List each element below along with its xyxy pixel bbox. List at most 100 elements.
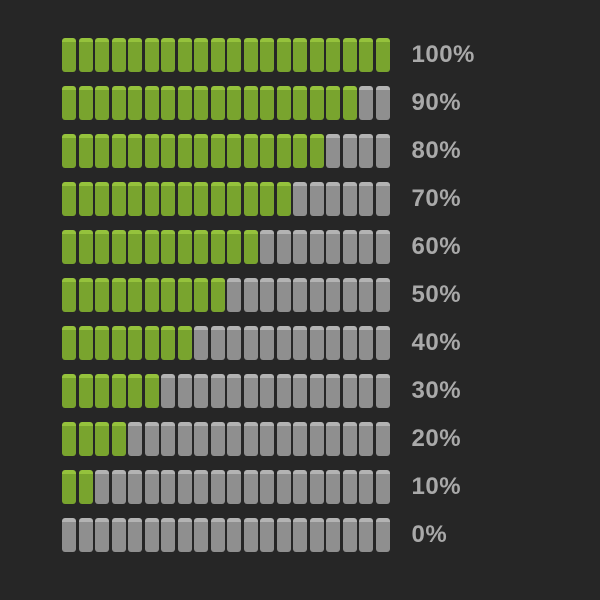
segment-empty [359, 134, 373, 168]
segment-filled [310, 86, 324, 120]
progress-row-60: 60% [62, 230, 600, 264]
segment-empty [260, 422, 274, 456]
segment-empty [244, 374, 258, 408]
segment-empty [178, 374, 192, 408]
progress-row-0: 0% [62, 518, 600, 552]
segment-filled [260, 134, 274, 168]
segment-empty [211, 422, 225, 456]
segment-filled [227, 86, 241, 120]
progress-label: 10% [412, 473, 492, 501]
segment-empty [310, 230, 324, 264]
segment-empty [310, 518, 324, 552]
segment-filled [62, 38, 76, 72]
segment-filled [112, 230, 126, 264]
segment-filled [293, 134, 307, 168]
segment-filled [277, 134, 291, 168]
segment-empty [161, 518, 175, 552]
progress-row-30: 30% [62, 374, 600, 408]
segment-filled [244, 182, 258, 216]
segment-filled [178, 182, 192, 216]
segment-filled [95, 38, 109, 72]
segment-empty [277, 326, 291, 360]
segment-empty [211, 326, 225, 360]
segment-empty [211, 518, 225, 552]
segment-empty [227, 326, 241, 360]
segment-filled [95, 278, 109, 312]
segment-empty [326, 326, 340, 360]
progress-label: 20% [412, 425, 492, 453]
segment-filled [178, 134, 192, 168]
progress-label: 90% [412, 89, 492, 117]
progress-label: 40% [412, 329, 492, 357]
segment-filled [260, 86, 274, 120]
segment-filled [145, 86, 159, 120]
segment-empty [359, 86, 373, 120]
segment-empty [376, 230, 390, 264]
segment-empty [326, 278, 340, 312]
segment-empty [145, 422, 159, 456]
segment-filled [194, 86, 208, 120]
segment-filled [277, 38, 291, 72]
segment-filled [95, 86, 109, 120]
segment-filled [79, 422, 93, 456]
segment-empty [326, 134, 340, 168]
segment-empty [260, 278, 274, 312]
segment-empty [293, 470, 307, 504]
progress-label: 100% [412, 41, 492, 69]
segment-empty [244, 470, 258, 504]
segment-filled [145, 134, 159, 168]
segment-filled [95, 134, 109, 168]
segment-filled [161, 278, 175, 312]
segment-empty [293, 518, 307, 552]
segment-filled [95, 326, 109, 360]
segment-filled [79, 86, 93, 120]
segment-filled [211, 86, 225, 120]
segment-empty [326, 422, 340, 456]
segment-filled [293, 86, 307, 120]
segment-empty [277, 422, 291, 456]
segment-filled [62, 86, 76, 120]
segment-empty [95, 470, 109, 504]
segment-filled [211, 182, 225, 216]
segment-filled [128, 86, 142, 120]
segment-empty [310, 374, 324, 408]
segment-filled [128, 134, 142, 168]
segment-filled [112, 278, 126, 312]
segment-empty [260, 326, 274, 360]
progress-row-100: 100% [62, 38, 600, 72]
segment-empty [359, 374, 373, 408]
segment-empty [95, 518, 109, 552]
segment-empty [293, 422, 307, 456]
segment-empty [376, 278, 390, 312]
progress-bar [62, 278, 390, 312]
segment-filled [79, 134, 93, 168]
segment-filled [343, 86, 357, 120]
segment-filled [227, 134, 241, 168]
segment-filled [211, 230, 225, 264]
progress-row-40: 40% [62, 326, 600, 360]
progress-bar [62, 38, 390, 72]
segment-filled [79, 374, 93, 408]
segment-empty [260, 374, 274, 408]
segment-empty [343, 374, 357, 408]
segment-filled [128, 326, 142, 360]
segment-empty [376, 422, 390, 456]
progress-label: 60% [412, 233, 492, 261]
segment-filled [79, 470, 93, 504]
segment-empty [293, 326, 307, 360]
progress-bar [62, 422, 390, 456]
segment-filled [178, 86, 192, 120]
progress-row-50: 50% [62, 278, 600, 312]
segment-empty [359, 278, 373, 312]
segment-filled [112, 38, 126, 72]
progress-row-10: 10% [62, 470, 600, 504]
segment-filled [161, 182, 175, 216]
segment-empty [145, 470, 159, 504]
progress-label: 70% [412, 185, 492, 213]
segment-empty [277, 374, 291, 408]
segment-empty [79, 518, 93, 552]
segment-empty [343, 278, 357, 312]
progress-bar [62, 518, 390, 552]
segment-empty [244, 422, 258, 456]
segment-filled [112, 134, 126, 168]
